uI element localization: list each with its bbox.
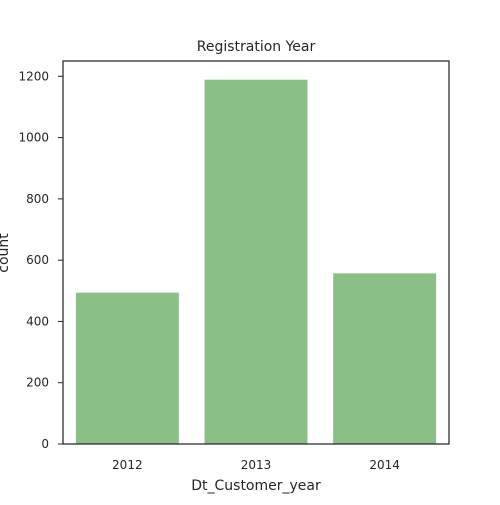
y-tick-label: 0	[41, 437, 49, 451]
plot-frame	[62, 60, 450, 445]
x-tick-label: 2013	[241, 458, 272, 472]
y-tick-label: 200	[26, 376, 49, 390]
y-tick-label: 600	[26, 253, 49, 267]
x-tick-label: 2012	[112, 458, 143, 472]
y-axis-label: count	[0, 233, 12, 273]
y-tick-label: 1200	[18, 69, 49, 83]
x-axis-label: Dt_Customer_year	[191, 478, 321, 494]
bar-2012	[75, 292, 179, 444]
chart-title: Registration Year	[197, 39, 316, 55]
x-tick-label: 2014	[369, 458, 400, 472]
y-tick-label: 800	[26, 192, 49, 206]
y-tick-label: 1000	[18, 131, 49, 145]
x-axis-ticks: 2012 2013 2014	[112, 458, 400, 472]
bar-2013	[204, 79, 308, 444]
bar-2014	[333, 273, 437, 444]
y-axis-ticks: 0 200 400 600 800 1000 1200	[18, 69, 63, 451]
bars	[75, 79, 437, 444]
y-tick-label: 400	[26, 314, 49, 328]
